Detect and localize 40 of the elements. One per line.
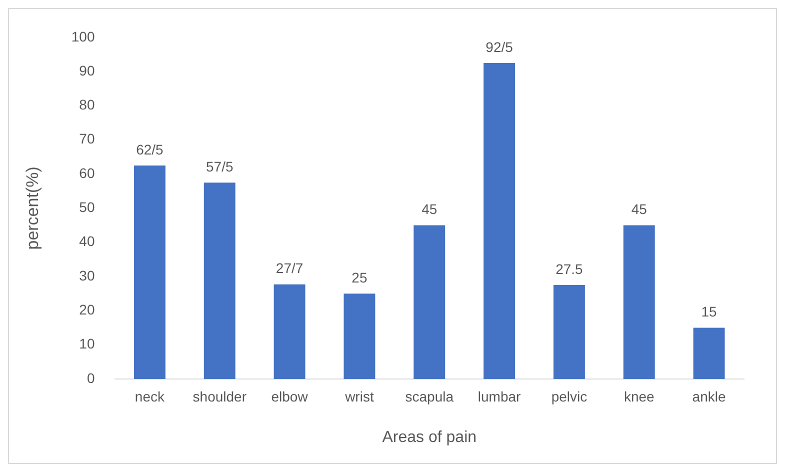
x-tick-label: lumbar [478, 388, 522, 404]
bar [623, 225, 655, 379]
bar [484, 63, 516, 379]
y-tick-label: 30 [79, 267, 95, 284]
x-axis-title: Areas of pain [382, 428, 477, 446]
data-label: 62/5 [136, 141, 164, 158]
x-tick-label: knee [624, 388, 655, 404]
data-label: 92/5 [486, 38, 514, 55]
bar [204, 182, 236, 379]
y-tick-label: 100 [71, 28, 95, 44]
bar [274, 284, 306, 379]
x-tick-label: ankle [692, 388, 726, 404]
y-tick-label: 10 [79, 336, 95, 352]
x-tick-label: wrist [344, 388, 374, 404]
data-label: 45 [422, 201, 438, 218]
bar [414, 225, 446, 379]
y-tick-label: 80 [79, 96, 95, 113]
bar [693, 328, 725, 379]
y-tick-label: 60 [79, 164, 95, 181]
data-label: 25 [352, 269, 368, 286]
y-tick-label: 20 [79, 302, 95, 318]
data-label: 45 [631, 201, 648, 218]
y-tick-label: 0 [86, 370, 95, 386]
x-tick-label: neck [134, 388, 166, 404]
y-axis-title: percent(%) [22, 166, 42, 250]
bar [553, 285, 585, 379]
data-label: 27.5 [556, 260, 584, 277]
y-tick-label: 70 [79, 130, 95, 147]
data-label: 57/5 [206, 158, 234, 174]
y-tick-label: 40 [79, 233, 95, 250]
x-tick-label: pelvic [551, 388, 588, 404]
x-tick-label: shoulder [192, 388, 247, 404]
data-label: 27/7 [276, 260, 304, 276]
y-tick-label: 90 [79, 62, 95, 78]
data-label: 15 [701, 304, 718, 320]
bar [344, 294, 376, 379]
x-tick-label: elbow [271, 388, 309, 404]
y-tick-label: 50 [79, 199, 95, 216]
bar [134, 166, 166, 379]
x-tick-label: scapula [405, 388, 454, 404]
